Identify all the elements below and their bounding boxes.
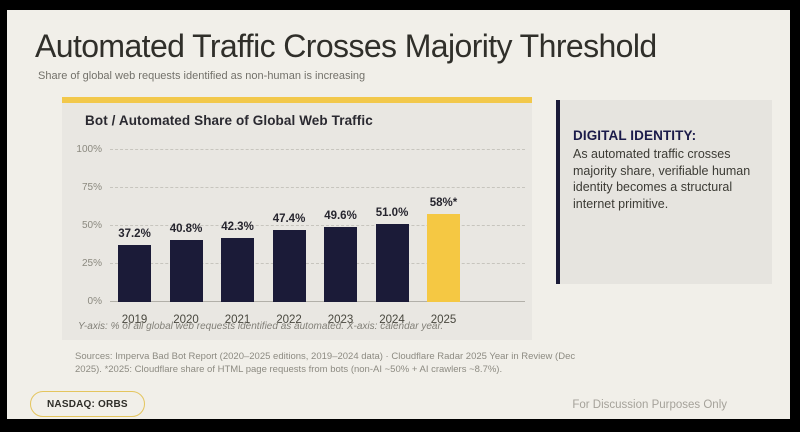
disclaimer-text: For Discussion Purposes Only <box>572 399 727 411</box>
bar-value-label: 51.0% <box>375 207 409 220</box>
bar-year-label: 2022 <box>276 314 302 326</box>
bar <box>272 229 306 302</box>
y-tick-label: 25% <box>81 258 102 269</box>
page-title: Automated Traffic Crosses Majority Thres… <box>35 28 657 64</box>
sources-line: Sources: Imperva Bad Bot Report (2020–20… <box>75 351 576 362</box>
y-tick-label: 100% <box>76 144 102 155</box>
gridline <box>110 301 525 302</box>
card-accent-bar <box>62 97 532 103</box>
bar-year-label: 2023 <box>327 314 354 326</box>
callout-body: As automated traffic crosses majority sh… <box>573 147 751 211</box>
y-tick-label: 50% <box>81 220 102 231</box>
ticker-badge: NASDAQ: ORBS <box>30 391 145 417</box>
bar <box>221 237 254 302</box>
bar-value-label: 37.2% <box>118 228 151 241</box>
chart-card: Bot / Automated Share of Global Web Traf… <box>62 97 532 340</box>
bar-value-label: 47.4% <box>272 212 306 225</box>
page-subtitle: Share of global web requests identified … <box>38 70 366 82</box>
gridline <box>110 263 525 264</box>
bar <box>169 239 203 302</box>
slide: Automated Traffic Crosses Majority Thres… <box>7 10 790 419</box>
y-tick-label: 75% <box>81 182 102 193</box>
bar-value-label: 49.6% <box>324 209 357 222</box>
gridline <box>110 149 525 150</box>
bar <box>375 224 409 302</box>
y-tick-label: 0% <box>87 296 102 307</box>
sources-note: Sources: Imperva Bad Bot Report (2020–20… <box>75 351 575 376</box>
bar-value-label: 40.8% <box>169 222 203 235</box>
axis-note: Y-axis: % of all global web requests ide… <box>78 321 444 332</box>
bar-year-label: 2021 <box>224 314 251 326</box>
gridline <box>110 187 525 188</box>
bar <box>427 213 460 302</box>
bar-year-label: 2020 <box>173 314 199 326</box>
callout-panel: DIGITAL IDENTITY: As automated traffic c… <box>556 100 772 284</box>
gridline <box>110 225 525 226</box>
chart-plot: 0% 25% 50% 75% 100% 37.2% 2019 40.8% 2020 42.3% 20… <box>76 144 525 326</box>
bar-year-label: 2019 <box>121 314 148 326</box>
bar <box>118 245 151 302</box>
bar-value-label: 58%* <box>429 196 458 209</box>
callout-title: DIGITAL IDENTITY: <box>573 128 697 143</box>
bar-year-label: 2025 <box>430 314 457 326</box>
bar <box>324 226 357 302</box>
bar-value-label: 42.3% <box>221 220 254 233</box>
bar-year-label: 2024 <box>379 314 405 326</box>
chart-title: Bot / Automated Share of Global Web Traf… <box>85 113 373 128</box>
sources-line: 2025). *2025: Cloudflare share of HTML p… <box>75 363 503 375</box>
